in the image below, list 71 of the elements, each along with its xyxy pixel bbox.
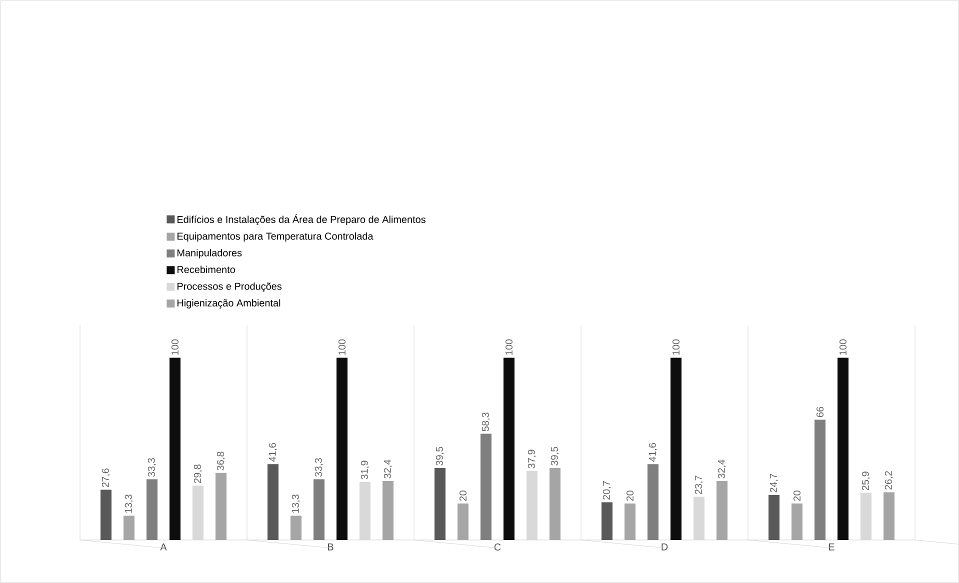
data-label: 23,7 [694, 476, 704, 494]
data-label: 37,9 [528, 450, 536, 468]
bar [290, 516, 302, 540]
bar [336, 358, 348, 540]
data-label: 20 [459, 490, 467, 501]
data-label: 100 [171, 339, 179, 355]
data-label: 100 [338, 339, 346, 355]
bar [884, 492, 895, 540]
x-tick-label: A [160, 544, 167, 550]
legend-label: Recebimento [178, 266, 235, 274]
data-label: 27,6 [102, 468, 110, 487]
bar [192, 486, 204, 540]
data-label: 36,8 [216, 452, 226, 470]
bar [716, 480, 728, 540]
bar [268, 464, 279, 540]
x-tick-label: C [494, 544, 501, 551]
x-tick-label: E [829, 544, 834, 550]
data-label: 29,8 [194, 464, 202, 483]
data-label: 41,6 [268, 443, 278, 462]
data-label: 26,2 [884, 471, 894, 490]
legend-label: Manipuladores [178, 249, 242, 258]
data-label: 33,3 [148, 458, 156, 477]
bar [458, 504, 469, 540]
bar [146, 479, 158, 540]
bar [838, 358, 849, 540]
data-label: 33,3 [314, 458, 324, 477]
bar [382, 480, 394, 540]
x-tick-label: B [328, 544, 334, 550]
bar [648, 464, 659, 540]
x-tick-label: D [662, 544, 668, 550]
data-label: 13,3 [292, 494, 300, 513]
data-label: 20,7 [602, 481, 612, 500]
legend-label: Processos e Produções [178, 282, 282, 292]
data-label: 100 [505, 339, 513, 355]
data-label: 32,4 [384, 460, 392, 478]
bar [792, 504, 803, 540]
data-label: 32,4 [718, 460, 726, 478]
data-label: 13,3 [124, 494, 134, 513]
data-label: 20 [793, 490, 801, 501]
data-label: 24,7 [770, 474, 778, 492]
data-label: 41,6 [648, 443, 658, 462]
bar [170, 358, 181, 540]
bar [602, 502, 613, 540]
bar [216, 472, 227, 540]
bar [624, 504, 636, 540]
bar [860, 492, 872, 540]
bar [434, 468, 446, 540]
bar [314, 479, 325, 540]
bar [694, 496, 705, 540]
legend-label: Higienização Ambiental [178, 299, 280, 309]
bar [124, 516, 135, 540]
data-label: 100 [839, 339, 847, 355]
data-label: 39,5 [550, 446, 560, 466]
bar [814, 420, 826, 540]
bar [526, 470, 538, 540]
bar [100, 490, 112, 540]
legend-label: Edifícios e Instalações da Área de Preparo de Alimentos [178, 214, 426, 226]
bar [550, 468, 561, 540]
data-label: 25,9 [862, 472, 870, 490]
bar [768, 494, 780, 540]
data-label: 39,5 [436, 446, 444, 466]
bar [480, 434, 492, 540]
data-label: 66 [816, 406, 824, 418]
bar [360, 482, 371, 540]
data-label: 20 [626, 490, 634, 501]
bar [670, 358, 682, 540]
data-label: 58,3 [482, 412, 490, 432]
legend-label: Equipamentos para Temperatura Controlada [178, 232, 374, 242]
data-label: 100 [672, 339, 680, 355]
data-label: 31,9 [360, 460, 370, 480]
bar [504, 358, 515, 540]
